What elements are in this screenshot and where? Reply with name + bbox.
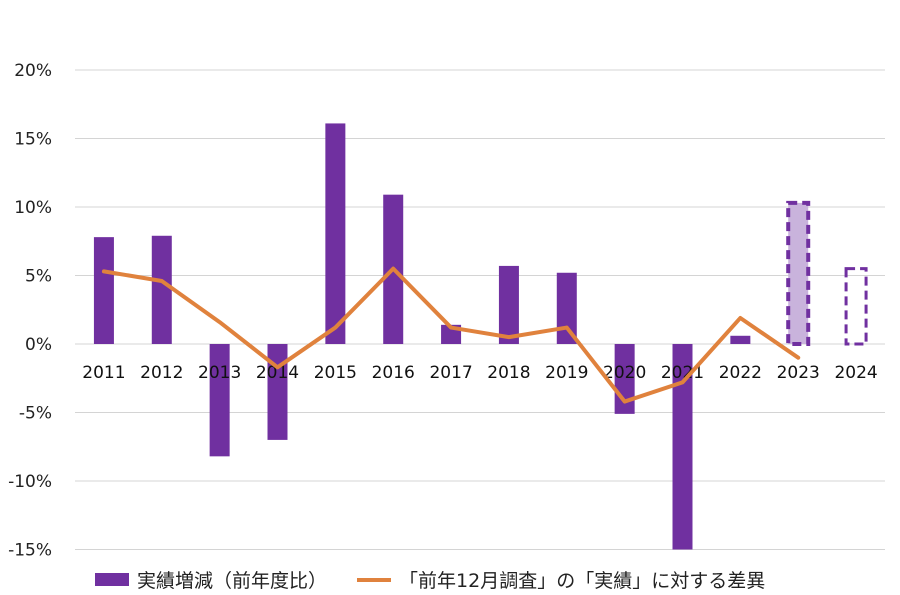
y-tick-label: 0%: [25, 335, 52, 355]
bar: [730, 335, 751, 344]
bar-series: [93, 123, 868, 550]
x-tick-label: 2022: [719, 363, 762, 383]
x-tick-label: 2011: [82, 363, 125, 383]
bar: [267, 344, 288, 440]
x-tick-label: 2015: [314, 363, 357, 383]
line-series-path: [101, 266, 801, 404]
x-tick-label: 2019: [545, 363, 588, 383]
x-tick-label: 2014: [256, 363, 299, 383]
y-tick-label: 10%: [14, 198, 52, 218]
x-tick-label: 2017: [429, 363, 472, 383]
y-axis-ticks: -15% -10% -5% 0% 5% 10% 15% 20%: [8, 61, 52, 560]
y-tick-label: 20%: [14, 61, 52, 81]
bar: [325, 123, 346, 345]
y-tick-label: 5%: [25, 267, 52, 287]
bar: [209, 344, 230, 457]
x-tick-label: 2013: [198, 363, 241, 383]
y-tick-label: -5%: [19, 404, 52, 424]
x-tick-label: 2020: [603, 363, 646, 383]
x-tick-label: 2012: [140, 363, 183, 383]
line-series: [101, 266, 801, 404]
legend: 実績増減（前年度比） 「前年12月調査」の「実績」に対する差異: [95, 566, 765, 593]
y-tick-label: 15%: [14, 130, 52, 150]
bar: [498, 265, 519, 344]
x-tick-label: 2024: [834, 363, 877, 383]
legend-bar-label: 実績増減（前年度比）: [137, 570, 328, 592]
bar: [556, 272, 577, 344]
bar: [151, 235, 172, 344]
bar: [672, 344, 693, 550]
bar: [786, 200, 811, 346]
x-tick-label: 2018: [487, 363, 530, 383]
x-tick-label: 2023: [777, 363, 820, 383]
chart-canvas: -15%-10%-5%0%5%10%15%20% 2011 2012 2013 201…: [8, 61, 885, 560]
x-tick-label: 2016: [372, 363, 415, 383]
y-tick-label: -15%: [8, 541, 52, 561]
y-tick-label: -10%: [8, 472, 52, 492]
x-axis-ticks: 2011 2012 2013 2014 2015 2016 2017 2018 2019 2020…: [82, 363, 877, 383]
bar: [844, 267, 868, 346]
legend-line-label: 「前年12月調査」の「実績」に対する差異: [399, 570, 766, 592]
gridlines: [75, 69, 885, 550]
legend-line-swatch: [357, 577, 392, 582]
bar: [93, 237, 114, 344]
legend-bar-swatch: [95, 573, 129, 586]
